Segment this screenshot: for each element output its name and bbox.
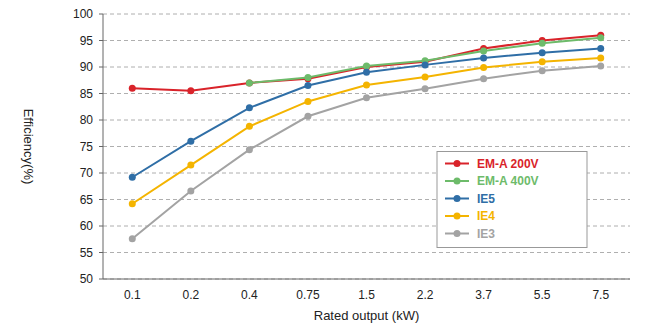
point xyxy=(480,64,487,71)
x-tick-label: 0.4 xyxy=(241,288,258,302)
legend-marker xyxy=(454,160,461,167)
point xyxy=(597,45,604,52)
y-tick xyxy=(99,14,103,15)
legend-label: EM-A 400V xyxy=(477,174,539,188)
point xyxy=(304,82,311,89)
point xyxy=(246,79,253,86)
grid-line xyxy=(103,252,630,253)
point xyxy=(539,40,546,47)
point xyxy=(539,49,546,56)
x-axis xyxy=(103,279,630,280)
point xyxy=(422,74,429,81)
point xyxy=(129,235,136,242)
legend-label: IE3 xyxy=(477,227,495,241)
point xyxy=(129,85,136,92)
legend-label: IE5 xyxy=(477,192,495,206)
grid-line xyxy=(103,14,630,15)
y-tick-label: 75 xyxy=(80,140,94,154)
point xyxy=(363,62,370,69)
point xyxy=(363,94,370,101)
legend-marker xyxy=(454,230,461,237)
legend: EM-A 200V EM-A 400V IE5 IE4 IE3 xyxy=(437,152,587,248)
point xyxy=(539,58,546,65)
y-tick xyxy=(99,226,103,227)
legend-box xyxy=(437,152,587,248)
y-tick xyxy=(99,173,103,174)
point xyxy=(187,162,194,169)
y-tick xyxy=(99,279,103,280)
x-tick-label: 2.2 xyxy=(417,288,434,302)
grid-line xyxy=(103,279,630,280)
y-tick xyxy=(99,199,103,200)
y-tick xyxy=(99,67,103,68)
legend-label: EM-A 200V xyxy=(477,157,539,171)
y-tick-label: 50 xyxy=(80,272,94,286)
legend-label: IE4 xyxy=(477,209,495,223)
chart: 50 55 60 65 70 75 80 85 90 95 100 0.1 0.2 0.4 0.75 1.5 2… xyxy=(0,0,650,332)
point xyxy=(422,61,429,68)
y-tick-label: 65 xyxy=(80,193,94,207)
point xyxy=(129,174,136,181)
point xyxy=(597,54,604,61)
y-tick xyxy=(99,146,103,147)
point xyxy=(597,34,604,41)
point xyxy=(480,48,487,55)
y-axis-title: Efficiency(%) xyxy=(21,109,36,185)
point xyxy=(363,69,370,76)
point xyxy=(597,62,604,69)
y-axis xyxy=(103,14,104,279)
point xyxy=(246,104,253,111)
point xyxy=(480,54,487,61)
legend-marker xyxy=(454,213,461,220)
grid-line xyxy=(103,120,630,121)
y-tick xyxy=(99,93,103,94)
point xyxy=(422,85,429,92)
point xyxy=(480,75,487,82)
x-tick-label: 1.5 xyxy=(358,288,375,302)
y-tick-label: 55 xyxy=(80,246,94,260)
point xyxy=(246,146,253,153)
x-tick-label: 0.75 xyxy=(296,288,320,302)
y-tick-label: 95 xyxy=(80,34,94,48)
y-tick xyxy=(99,252,103,253)
y-tick xyxy=(99,40,103,41)
point xyxy=(187,188,194,195)
y-tick-label: 100 xyxy=(73,7,93,21)
y-tick-label: 70 xyxy=(80,166,94,180)
point xyxy=(187,87,194,94)
legend-marker xyxy=(454,195,461,202)
grid-line xyxy=(103,93,630,94)
y-tick-label: 90 xyxy=(80,60,94,74)
point xyxy=(187,138,194,145)
point xyxy=(304,113,311,120)
y-tick-label: 85 xyxy=(80,87,94,101)
x-tick-label: 5.5 xyxy=(534,288,551,302)
x-tick-label: 0.2 xyxy=(182,288,199,302)
point xyxy=(539,67,546,74)
x-tick-label: 0.1 xyxy=(124,288,141,302)
x-tick-label: 7.5 xyxy=(592,288,609,302)
point xyxy=(129,200,136,207)
point xyxy=(304,98,311,105)
legend-marker xyxy=(454,178,461,185)
point xyxy=(363,82,370,89)
y-tick xyxy=(99,120,103,121)
point xyxy=(304,74,311,81)
x-tick-label: 3.7 xyxy=(475,288,492,302)
point xyxy=(246,123,253,130)
point xyxy=(246,79,253,86)
y-tick-label: 80 xyxy=(80,113,94,127)
x-axis-title: Rated output (kW) xyxy=(314,308,420,323)
y-tick-label: 60 xyxy=(80,219,94,233)
